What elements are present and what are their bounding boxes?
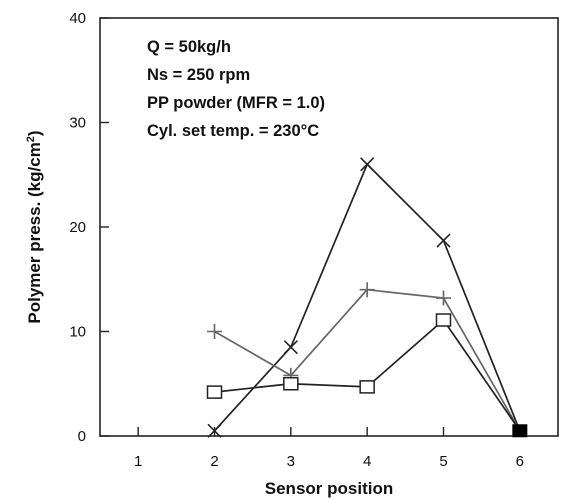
series-2-point — [359, 282, 375, 298]
series-3-point — [435, 313, 452, 327]
y-axis-ticks: 0 10 20 30 40 — [69, 10, 109, 445]
y-axis-title-close: ) — [25, 130, 44, 136]
series-1-point — [207, 423, 222, 438]
x-tick-label: 1 — [134, 453, 142, 470]
x-tick-label: 6 — [516, 453, 524, 470]
annotation-line: PP powder (MFR = 1.0) — [147, 94, 325, 112]
y-tick-label: 10 — [69, 324, 86, 341]
series-1-point — [283, 340, 298, 355]
annotation-line: Cyl. set temp. = 230°C — [147, 122, 319, 140]
y-tick-label: 0 — [78, 428, 86, 445]
y-axis-title-superscript: 2 — [25, 136, 37, 142]
x-tick-label: 5 — [439, 453, 447, 470]
y-axis-title: Polymer press. (kg/cm2) — [25, 130, 44, 323]
series-2-line — [214, 288, 521, 432]
series-2-point — [207, 324, 222, 339]
x-tick-label: 3 — [287, 453, 295, 470]
series-3-point — [359, 380, 375, 394]
y-tick-label: 20 — [69, 219, 86, 236]
x-axis-ticks: 1 2 3 4 5 6 — [134, 427, 524, 470]
annotation-line: Ns = 250 rpm — [147, 66, 250, 84]
series-1-point — [436, 233, 451, 248]
annotations: Q = 50kg/h Ns = 250 rpm PP powder (MFR = 1… — [147, 38, 325, 140]
annotation-line: Q = 50kg/h — [147, 38, 231, 56]
end-marker — [512, 424, 528, 438]
y-tick-label: 40 — [69, 10, 86, 27]
x-tick-label: 2 — [210, 453, 218, 470]
y-tick-label: 30 — [69, 115, 86, 132]
series-2-point — [436, 290, 451, 306]
x-tick-label: 4 — [363, 453, 371, 470]
series-3-line — [214, 318, 521, 432]
series-3-point — [206, 385, 223, 399]
series-3-point — [283, 377, 299, 391]
y-axis-title-main: Polymer press. (kg/cm — [25, 142, 44, 323]
series-1-point — [360, 157, 375, 172]
x-axis-title: Sensor position — [265, 479, 393, 498]
series-markers — [206, 157, 528, 438]
